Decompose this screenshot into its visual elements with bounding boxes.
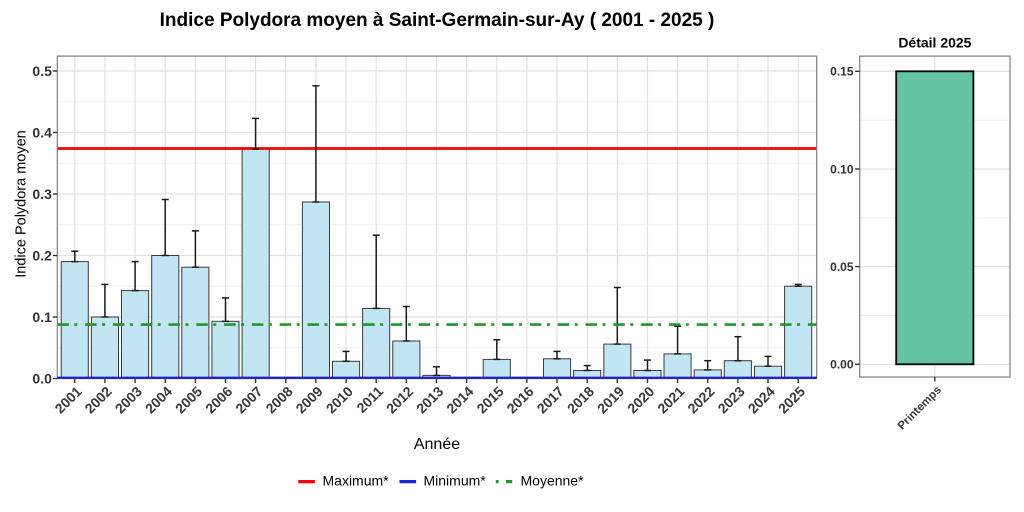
svg-text:0.05: 0.05 <box>830 260 854 274</box>
svg-text:0.4: 0.4 <box>32 125 52 141</box>
svg-text:Détail 2025: Détail 2025 <box>898 35 971 51</box>
svg-text:0.00: 0.00 <box>830 358 854 372</box>
svg-text:Indice Polydora moyen à Saint-: Indice Polydora moyen à Saint-Germain-su… <box>160 10 715 31</box>
svg-text:0.15: 0.15 <box>830 65 854 79</box>
svg-text:0.0: 0.0 <box>32 371 52 387</box>
svg-text:0.10: 0.10 <box>830 162 854 176</box>
svg-text:Année: Année <box>414 436 460 453</box>
svg-text:0.5: 0.5 <box>32 63 52 79</box>
svg-text:0.3: 0.3 <box>32 186 52 202</box>
svg-text:Maximum*: Maximum* <box>323 472 390 488</box>
svg-text:Moyenne*: Moyenne* <box>521 472 585 488</box>
svg-text:0.2: 0.2 <box>32 248 52 264</box>
svg-text:Minimum*: Minimum* <box>424 472 487 488</box>
svg-text:Indice Polydora moyen: Indice Polydora moyen <box>14 130 30 278</box>
svg-text:0.1: 0.1 <box>32 309 52 325</box>
